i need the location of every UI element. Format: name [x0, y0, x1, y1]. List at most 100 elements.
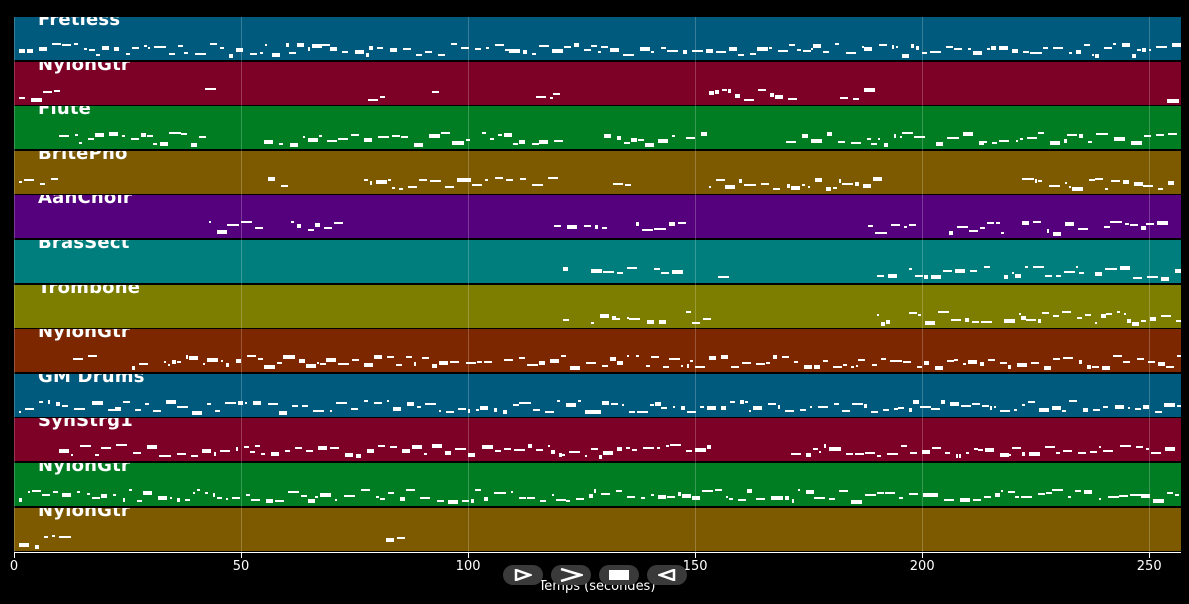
- note-mark: [1095, 178, 1103, 180]
- note-mark: [703, 318, 712, 320]
- note-mark: [259, 52, 263, 54]
- note-mark: [960, 498, 971, 502]
- note-mark: [1049, 141, 1061, 145]
- note-mark: [1053, 232, 1062, 236]
- stop-button[interactable]: [599, 565, 639, 585]
- note-mark: [101, 46, 109, 50]
- note-mark: [398, 188, 403, 190]
- note-mark: [954, 359, 958, 361]
- note-mark: [851, 500, 863, 504]
- note-mark: [807, 186, 810, 188]
- note-mark: [1154, 411, 1162, 413]
- note-mark: [864, 494, 876, 496]
- note-mark: [785, 141, 797, 143]
- note-mark: [984, 496, 992, 498]
- note-mark: [728, 89, 731, 93]
- note-mark: [944, 452, 950, 454]
- note-mark: [626, 317, 630, 319]
- note-mark: [669, 358, 681, 360]
- note-mark: [204, 88, 216, 90]
- note-mark: [163, 361, 166, 363]
- note-mark: [123, 401, 131, 403]
- note-mark: [589, 494, 594, 498]
- note-mark: [1091, 54, 1094, 56]
- note-mark: [141, 133, 146, 137]
- note-mark: [53, 491, 58, 493]
- note-mark: [1084, 314, 1091, 316]
- note-mark: [1048, 185, 1061, 187]
- note-mark: [1103, 406, 1109, 408]
- note-mark: [744, 184, 756, 186]
- note-mark: [1021, 452, 1025, 456]
- note-mark: [609, 357, 617, 361]
- note-mark: [327, 140, 337, 142]
- note-mark: [1167, 99, 1179, 103]
- note-mark: [241, 221, 253, 223]
- track-name: NylonGtr: [38, 62, 131, 75]
- note-mark: [922, 493, 928, 497]
- note-mark: [539, 140, 549, 144]
- track-name: AahChoir: [38, 195, 132, 208]
- note-mark: [79, 445, 91, 447]
- note-mark: [979, 227, 986, 229]
- note-mark: [708, 186, 712, 188]
- note-mark: [465, 362, 477, 364]
- note-mark: [1021, 316, 1027, 320]
- note-mark: [513, 143, 518, 145]
- note-mark: [841, 183, 854, 185]
- note-mark: [274, 500, 285, 502]
- note-mark: [979, 362, 984, 366]
- note-mark: [152, 143, 157, 145]
- note-mark: [276, 362, 283, 364]
- note-mark: [1165, 366, 1175, 368]
- note-mark: [1111, 180, 1121, 182]
- note-mark: [1155, 134, 1164, 136]
- note-mark: [666, 50, 678, 52]
- note-mark: [768, 403, 776, 405]
- x-axis-line: [14, 552, 1181, 553]
- note-mark: [777, 405, 780, 409]
- note-mark: [1009, 454, 1011, 456]
- note-mark: [883, 143, 888, 147]
- rewind-button[interactable]: [647, 565, 687, 585]
- note-mark: [94, 133, 104, 137]
- note-mark: [1103, 450, 1114, 452]
- note-mark: [91, 497, 101, 499]
- note-mark: [908, 268, 912, 270]
- note-mark: [574, 43, 580, 47]
- note-mark: [563, 267, 568, 271]
- note-mark: [564, 46, 571, 48]
- note-mark: [133, 452, 142, 454]
- note-mark: [884, 492, 895, 494]
- note-mark: [876, 492, 885, 494]
- note-mark: [1086, 365, 1091, 369]
- note-mark: [950, 402, 959, 406]
- track-name: GM Drums: [38, 374, 145, 387]
- track-name: Flute: [38, 106, 92, 119]
- note-mark: [376, 496, 380, 498]
- note-mark: [1000, 453, 1009, 457]
- note-mark: [686, 311, 691, 313]
- note-mark: [485, 179, 489, 181]
- note-mark: [555, 499, 566, 501]
- play-button[interactable]: [503, 565, 543, 585]
- note-mark: [790, 453, 802, 455]
- fast-forward-button[interactable]: [551, 565, 591, 585]
- note-mark: [554, 225, 561, 227]
- note-mark: [721, 406, 727, 410]
- track-lane: SynStrg1: [14, 418, 1181, 461]
- note-mark: [389, 48, 397, 52]
- note-mark: [954, 48, 963, 50]
- note-mark: [476, 409, 480, 411]
- note-mark: [982, 405, 989, 407]
- note-mark: [876, 275, 884, 277]
- note-mark: [134, 409, 141, 411]
- note-mark: [1123, 313, 1126, 315]
- note-mark: [522, 50, 527, 54]
- note-mark: [823, 51, 830, 53]
- note-mark: [18, 498, 22, 502]
- note-mark: [996, 222, 1000, 224]
- note-mark: [806, 490, 814, 494]
- note-mark: [829, 447, 841, 451]
- note-mark: [59, 536, 71, 538]
